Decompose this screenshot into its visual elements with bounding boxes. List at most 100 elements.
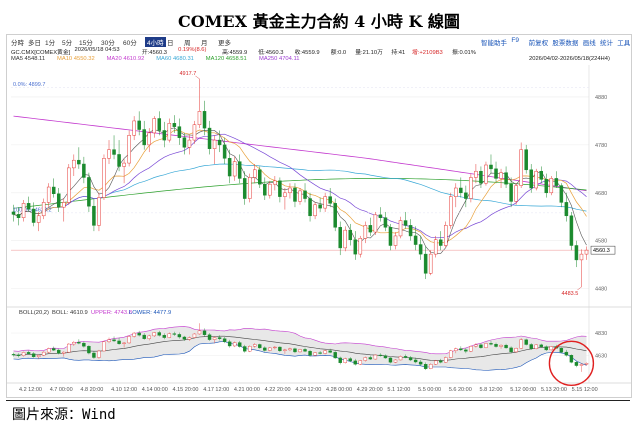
y-tick-2: 4680 xyxy=(595,191,607,197)
boll-legend-3: LOWER: 4477.9 xyxy=(129,310,172,316)
tab-4[interactable]: 15分 xyxy=(79,40,93,47)
ma250-line xyxy=(13,115,587,192)
candle-body-70 xyxy=(363,225,368,239)
y-tick-3: 4780 xyxy=(595,143,607,149)
candle-body-45 xyxy=(237,161,242,179)
candle-body-64 xyxy=(333,203,337,228)
candle-body-21 xyxy=(117,154,121,167)
tab-5[interactable]: 30分 xyxy=(101,40,115,47)
tab-9[interactable]: 周 xyxy=(184,40,191,47)
ma-legend-ma5: MA5 4548.11 xyxy=(11,56,46,62)
chart-panel: 分時 多日 1分 5分 15分 30分 60分 4小時日 周 月 更多 智能助手 F9 前复权 股票数据 画线… xyxy=(6,34,632,398)
ind-body-99 xyxy=(509,347,513,353)
candle-body-30 xyxy=(162,130,167,141)
tab-10[interactable]: 月 xyxy=(201,40,208,47)
ind-body-5 xyxy=(36,355,41,358)
candle-body-62 xyxy=(323,196,327,209)
tab-8[interactable]: 日 xyxy=(167,40,174,47)
ind-body-51 xyxy=(268,347,272,351)
ind-body-87 xyxy=(449,350,453,358)
highlight-circle xyxy=(548,340,595,387)
candle-body-56 xyxy=(293,187,297,202)
ind-body-105 xyxy=(539,344,543,347)
ind-body-74 xyxy=(383,355,388,359)
toolbar-right-6[interactable]: 工具 xyxy=(617,40,631,47)
toolbar-right-5[interactable]: 统计 xyxy=(600,40,613,47)
candle-body-28 xyxy=(152,118,157,134)
ind-body-60 xyxy=(313,352,317,356)
toolbar-right-1[interactable]: F9 xyxy=(511,37,519,44)
ind-body-2 xyxy=(21,352,26,356)
toolbar-right-0[interactable]: 智能助手 xyxy=(481,40,507,47)
ind-body-83 xyxy=(428,364,433,369)
candle-body-17 xyxy=(97,197,101,226)
ind-body-90 xyxy=(464,349,468,352)
date-range: 2026/04/02-2026/05/18(224H4) xyxy=(529,56,610,62)
ind-body-84 xyxy=(433,360,438,365)
candle-body-4 xyxy=(31,208,36,223)
candle-body-114 xyxy=(584,249,589,255)
candle-body-112 xyxy=(574,245,579,261)
ind-body-72 xyxy=(373,354,378,360)
candle-body-103 xyxy=(529,169,533,189)
toolbar-right-2[interactable]: 前复权 xyxy=(528,40,549,47)
candle-body-104 xyxy=(534,170,538,189)
candle-body-74 xyxy=(383,217,388,228)
ind-body-45 xyxy=(237,342,242,347)
tab-2[interactable]: 1分 xyxy=(45,40,56,47)
ind-body-52 xyxy=(273,346,277,349)
tab-11[interactable]: 更多 xyxy=(218,40,231,47)
candle-body-113 xyxy=(579,253,584,261)
chart-area[interactable]: 4480 4580 4680 4780 4880 4630 4830 4917.7 4483.5… xyxy=(7,35,631,397)
candle-body-14 xyxy=(82,163,86,178)
x-tick-18: 5.15 12:00 xyxy=(572,387,598,393)
candle-body-55 xyxy=(288,187,292,194)
candle-body-75 xyxy=(388,227,393,246)
candle-body-84 xyxy=(433,239,438,255)
toolbar-right-3[interactable]: 股票数据 xyxy=(552,40,579,47)
candle-body-13 xyxy=(77,159,81,165)
candle-body-108 xyxy=(554,178,559,186)
ind-body-22 xyxy=(122,342,126,344)
tab-7[interactable]: 4小時 xyxy=(145,37,166,47)
candle-body-79 xyxy=(408,225,413,237)
tab-6[interactable]: 60分 xyxy=(123,40,137,47)
tab-3[interactable]: 5分 xyxy=(62,40,73,47)
ind-body-30 xyxy=(162,335,167,338)
x-tick-2: 4.8 20:00 xyxy=(80,387,103,393)
candle-body-77 xyxy=(398,220,403,237)
info-field-0: GC.CMX[COMEX黄金] xyxy=(11,50,71,56)
candle-body-83 xyxy=(428,253,433,274)
info-field-10: 增:+2109B3 xyxy=(412,50,443,56)
candle-body-69 xyxy=(358,238,363,255)
ind-body-27 xyxy=(147,335,151,339)
candle-body-22 xyxy=(122,162,126,167)
boll-band-fill xyxy=(13,326,587,371)
candle-body-35 xyxy=(187,139,192,148)
candle-body-87 xyxy=(449,196,453,226)
ind-body-24 xyxy=(132,332,136,337)
ma-legend-ma10: MA10 4550.32 xyxy=(57,56,95,62)
candle-body-33 xyxy=(177,126,182,138)
ind-body-19 xyxy=(107,339,111,343)
x-tick-15: 5.8 12:00 xyxy=(480,387,503,393)
tab-0[interactable]: 分時 xyxy=(11,40,24,47)
ind-body-37 xyxy=(197,330,202,335)
ind-body-46 xyxy=(243,346,247,352)
ind-body-62 xyxy=(323,350,327,354)
ind-y-tick-1: 4830 xyxy=(595,331,607,337)
x-tick-1: 4.7 00:00 xyxy=(50,387,73,393)
fib-label-3: 0.0%: 4899.7 xyxy=(13,82,45,88)
candle-body-9 xyxy=(56,193,61,208)
toolbar-right-4[interactable]: 画线 xyxy=(582,40,596,47)
ind-body-38 xyxy=(202,330,207,335)
candle-body-94 xyxy=(484,164,488,184)
candle-body-57 xyxy=(298,190,302,202)
ind-body-44 xyxy=(232,342,237,347)
ind-body-21 xyxy=(117,340,121,344)
candle-body-58 xyxy=(303,190,307,199)
tab-1[interactable]: 多日 xyxy=(28,40,41,47)
extreme-pointer-low xyxy=(577,286,582,291)
ind-body-31 xyxy=(167,333,172,338)
candle-body-63 xyxy=(328,196,332,204)
